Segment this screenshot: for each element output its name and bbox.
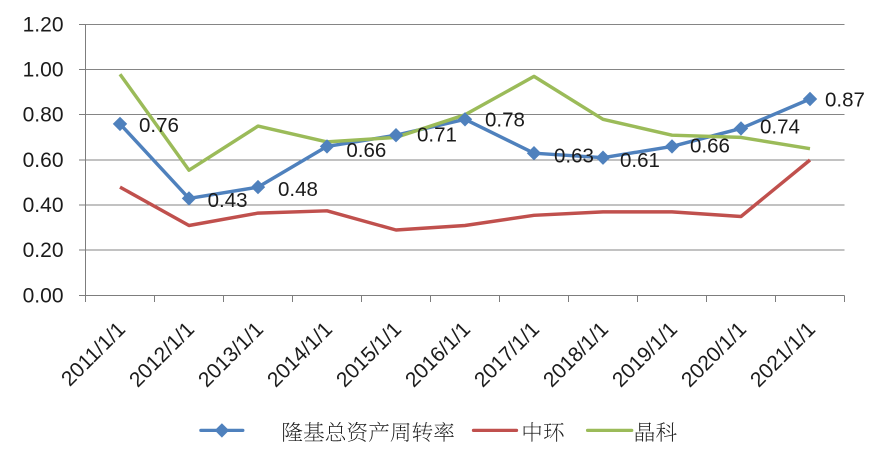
svg-text:0.76: 0.76 xyxy=(139,114,179,137)
svg-text:0.66: 0.66 xyxy=(690,135,730,158)
svg-text:0.43: 0.43 xyxy=(208,189,248,212)
svg-text:0.40: 0.40 xyxy=(23,194,64,217)
svg-text:0.80: 0.80 xyxy=(23,103,64,126)
svg-text:0.60: 0.60 xyxy=(23,149,64,172)
svg-text:1.20: 1.20 xyxy=(23,13,64,36)
svg-text:0.87: 0.87 xyxy=(825,88,865,111)
svg-text:0.71: 0.71 xyxy=(417,123,457,146)
svg-text:0.66: 0.66 xyxy=(346,139,386,162)
svg-text:0.74: 0.74 xyxy=(760,116,800,139)
svg-text:1.00: 1.00 xyxy=(23,58,64,81)
svg-text:0.63: 0.63 xyxy=(554,145,594,168)
svg-text:0.00: 0.00 xyxy=(23,284,64,307)
svg-text:0.61: 0.61 xyxy=(620,149,660,172)
svg-text:0.78: 0.78 xyxy=(485,108,525,131)
svg-text:0.48: 0.48 xyxy=(278,178,318,201)
svg-text:0.20: 0.20 xyxy=(23,239,64,262)
